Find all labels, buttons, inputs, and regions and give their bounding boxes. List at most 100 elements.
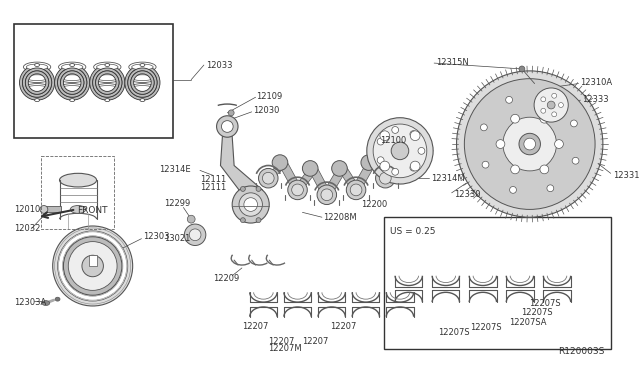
Text: 12209: 12209 [212,274,239,283]
Text: 12111: 12111 [200,183,226,192]
Ellipse shape [547,101,555,109]
Ellipse shape [70,205,86,213]
Ellipse shape [228,110,234,116]
Ellipse shape [321,189,333,201]
Ellipse shape [380,161,390,171]
Ellipse shape [216,116,238,137]
Text: 12331: 12331 [612,171,639,180]
Ellipse shape [97,75,118,81]
Text: 12208M: 12208M [323,213,356,222]
Ellipse shape [361,155,376,170]
Polygon shape [220,136,264,200]
Ellipse shape [42,301,50,305]
Text: 12100: 12100 [380,136,406,145]
Polygon shape [322,173,344,195]
Ellipse shape [496,140,505,148]
Ellipse shape [540,114,548,123]
Ellipse shape [132,75,153,81]
Ellipse shape [26,64,48,70]
Bar [41,156,114,229]
Bar [385,217,611,349]
Text: FRONT: FRONT [77,206,108,215]
Ellipse shape [132,64,153,70]
Ellipse shape [482,161,489,168]
Ellipse shape [61,86,83,92]
Polygon shape [264,167,285,178]
Ellipse shape [24,84,51,93]
Text: 12033: 12033 [206,61,232,70]
Ellipse shape [184,224,206,246]
Ellipse shape [377,157,384,164]
Ellipse shape [481,124,487,131]
Ellipse shape [70,64,75,67]
Ellipse shape [540,165,548,174]
Ellipse shape [58,73,86,83]
Ellipse shape [241,186,245,191]
Polygon shape [275,158,303,190]
Ellipse shape [317,185,337,205]
Ellipse shape [93,73,121,83]
Ellipse shape [232,186,269,223]
Ellipse shape [189,229,201,241]
Ellipse shape [509,186,516,193]
Ellipse shape [541,97,546,102]
Ellipse shape [241,218,245,222]
Text: 12299: 12299 [164,199,190,208]
Bar [44,206,61,212]
Ellipse shape [93,84,121,93]
Text: 12207S: 12207S [470,323,502,332]
Ellipse shape [288,180,307,200]
Ellipse shape [70,99,75,102]
Text: 12030: 12030 [253,106,279,115]
Ellipse shape [376,169,395,188]
Ellipse shape [418,147,425,154]
Ellipse shape [129,84,156,93]
Ellipse shape [55,297,60,301]
Ellipse shape [377,138,384,145]
Ellipse shape [503,117,557,171]
Ellipse shape [543,95,550,102]
Ellipse shape [303,161,318,176]
Text: 12207S: 12207S [521,308,552,317]
Polygon shape [292,173,315,190]
Ellipse shape [392,126,399,134]
Ellipse shape [552,93,557,98]
Ellipse shape [244,198,257,211]
Text: 12303A: 12303A [13,298,46,307]
Ellipse shape [555,140,563,148]
Ellipse shape [82,255,104,277]
Ellipse shape [140,64,145,67]
Ellipse shape [140,99,145,102]
Ellipse shape [105,64,109,67]
Ellipse shape [105,99,109,102]
Ellipse shape [506,96,513,103]
Ellipse shape [570,120,577,127]
Ellipse shape [52,226,132,306]
Ellipse shape [559,103,563,108]
Ellipse shape [552,112,557,117]
Text: 12111: 12111 [200,175,226,184]
Text: R120003S: R120003S [559,347,605,356]
Ellipse shape [519,133,540,155]
Ellipse shape [61,75,83,81]
Ellipse shape [350,184,362,196]
Ellipse shape [541,108,546,113]
Text: 12315N: 12315N [436,58,469,67]
Ellipse shape [534,88,568,122]
Ellipse shape [129,73,156,83]
Ellipse shape [26,75,48,81]
Text: 12333: 12333 [582,95,609,104]
Ellipse shape [262,172,274,184]
Text: 12032: 12032 [13,224,40,233]
Ellipse shape [373,124,427,178]
Text: 12010: 12010 [13,205,40,214]
Ellipse shape [256,218,261,222]
Ellipse shape [68,241,117,291]
Ellipse shape [367,118,433,184]
Ellipse shape [132,86,153,92]
Ellipse shape [24,73,51,83]
Ellipse shape [332,161,348,176]
Text: 12207M: 12207M [268,344,302,353]
Text: 12310A: 12310A [580,78,612,87]
Polygon shape [364,158,390,178]
